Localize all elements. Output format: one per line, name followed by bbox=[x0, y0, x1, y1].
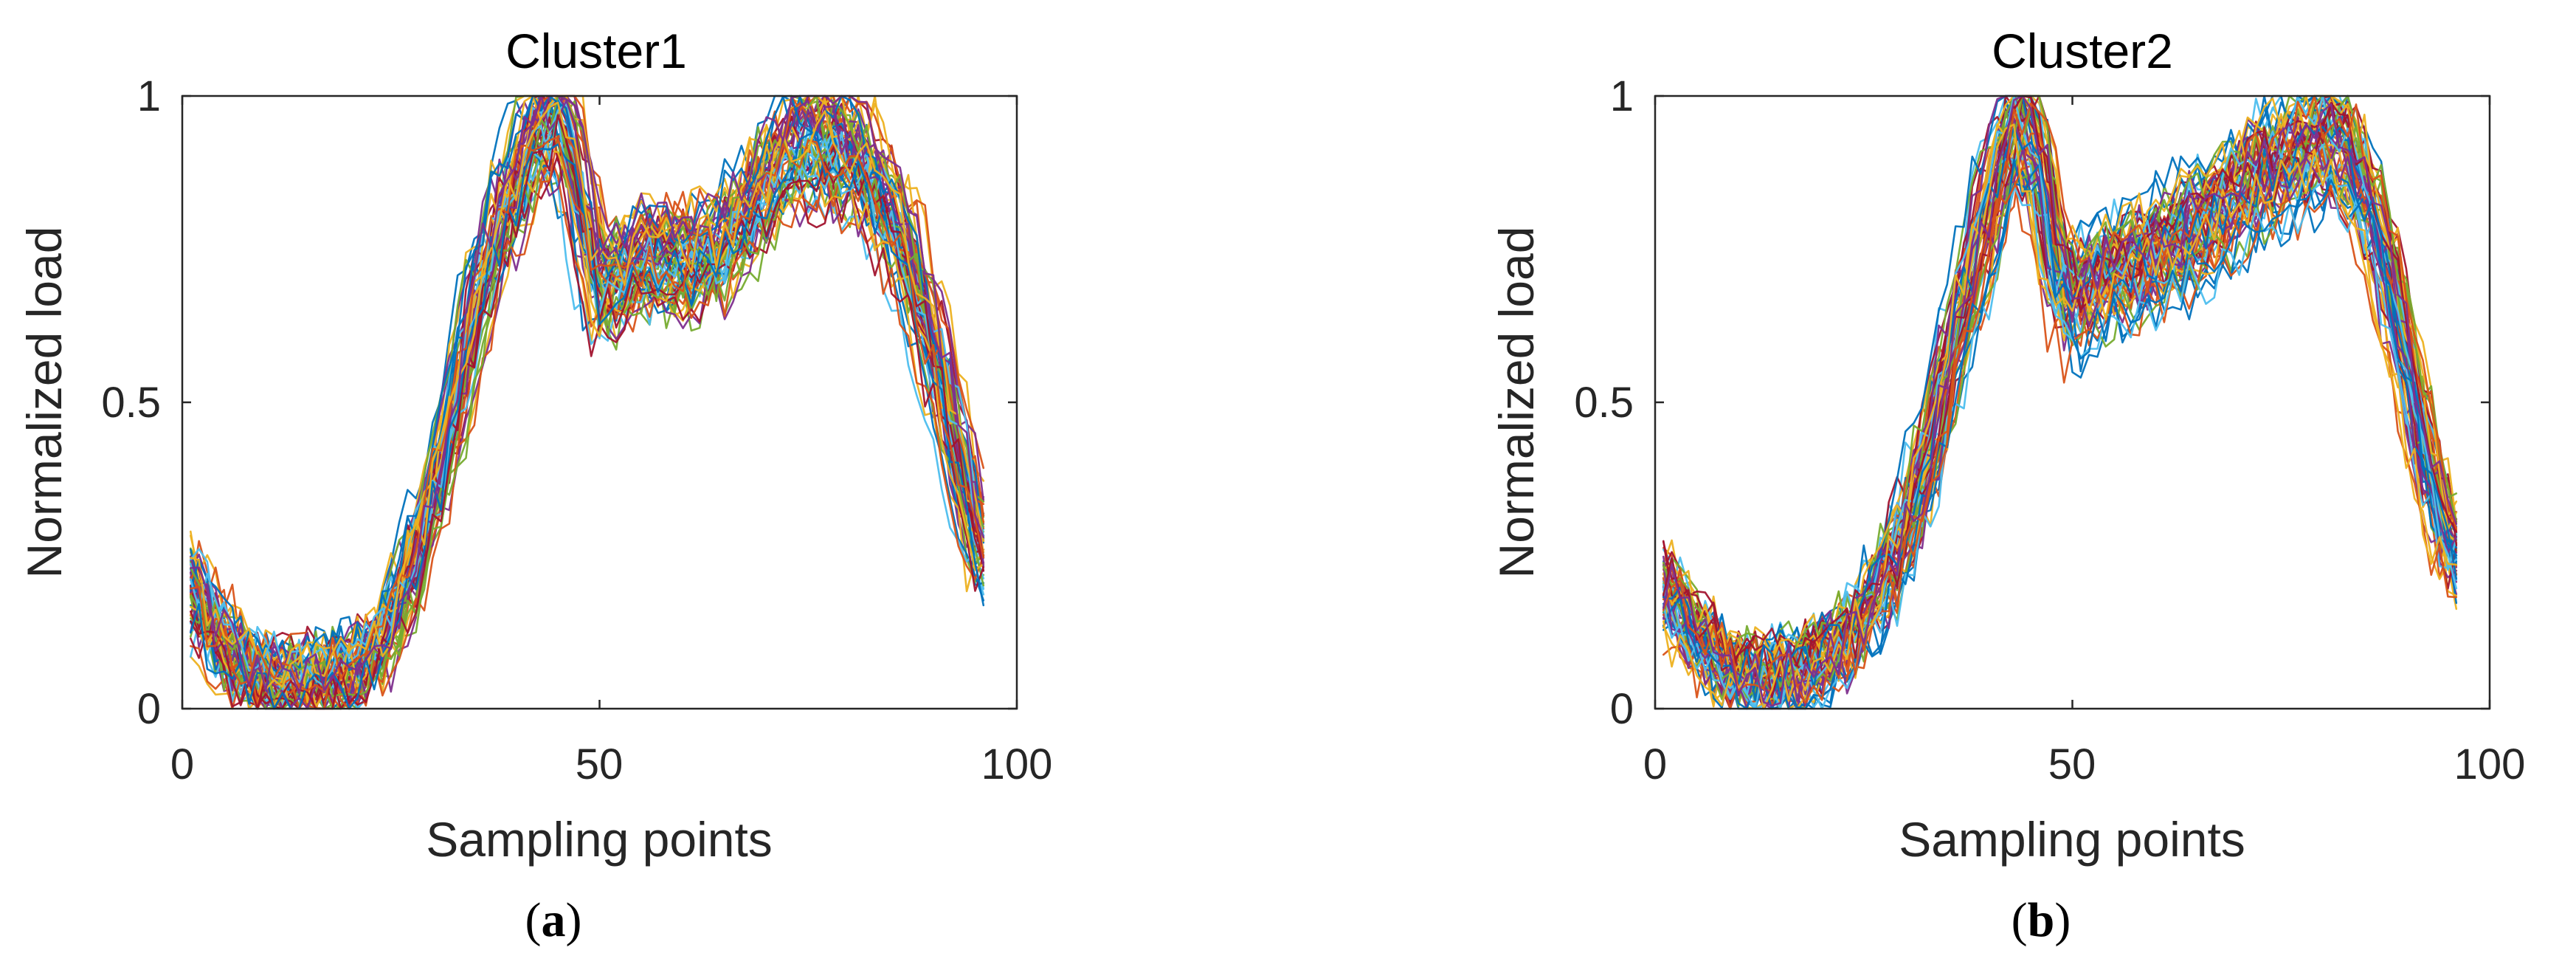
series-line bbox=[1662, 94, 2458, 698]
caption-letter: b bbox=[2028, 893, 2055, 947]
series-group bbox=[1662, 94, 2458, 710]
y-tick-label: 0.5 bbox=[101, 379, 161, 427]
series-line bbox=[189, 94, 985, 695]
y-tick-label: 0.5 bbox=[1574, 379, 1634, 427]
caption-close-paren: ) bbox=[2054, 893, 2071, 947]
series-line bbox=[189, 137, 985, 692]
caption-open-paren: ( bbox=[2012, 893, 2028, 947]
x-tick-label: 100 bbox=[2454, 740, 2526, 788]
panel-b: Cluster2 0 0.5 1 Normalized load 0 50 10… bbox=[1489, 24, 2525, 947]
x-tick-label: 0 bbox=[1643, 740, 1667, 788]
y-tick-label: 1 bbox=[137, 72, 161, 120]
series-line bbox=[1662, 94, 2458, 704]
series-line bbox=[1662, 132, 2458, 696]
caption-close-paren: ) bbox=[566, 893, 582, 947]
y-tick-label: 0 bbox=[137, 685, 161, 733]
plot-area bbox=[181, 94, 1018, 710]
y-tick-label: 1 bbox=[1610, 72, 1634, 120]
panel-caption: (a) bbox=[525, 893, 582, 947]
y-tick-label: 0 bbox=[1610, 685, 1634, 733]
x-axis: 0 50 100 Sampling points bbox=[170, 740, 1053, 867]
x-axis-label: Sampling points bbox=[1899, 812, 2245, 867]
x-axis: 0 50 100 Sampling points bbox=[1643, 740, 2526, 867]
series-group bbox=[189, 94, 985, 710]
x-tick-label: 100 bbox=[981, 740, 1053, 788]
y-axis: 0 0.5 1 Normalized load bbox=[1489, 72, 1634, 733]
series-line bbox=[1662, 94, 2458, 710]
x-tick-label: 50 bbox=[576, 740, 624, 788]
plot-area bbox=[1654, 94, 2491, 710]
chart-title: Cluster2 bbox=[1992, 24, 2173, 78]
y-axis-label: Normalized load bbox=[17, 227, 72, 579]
series-line bbox=[1662, 123, 2458, 702]
y-axis-label: Normalized load bbox=[1489, 227, 1544, 579]
series-line bbox=[1662, 123, 2458, 710]
chart-title: Cluster1 bbox=[505, 24, 687, 78]
x-axis-label: Sampling points bbox=[426, 812, 773, 867]
y-axis: 0 0.5 1 Normalized load bbox=[17, 72, 161, 733]
series-line bbox=[189, 149, 985, 704]
panel-a: Cluster1 0 0.5 1 Normalized load 0 50 10… bbox=[17, 24, 1052, 947]
series-line bbox=[1662, 94, 2458, 707]
series-line bbox=[189, 101, 985, 691]
caption-letter: a bbox=[542, 893, 566, 947]
panel-caption: (b) bbox=[2012, 893, 2071, 947]
x-tick-label: 0 bbox=[170, 740, 194, 788]
x-tick-label: 50 bbox=[2048, 740, 2096, 788]
caption-open-paren: ( bbox=[525, 893, 542, 947]
